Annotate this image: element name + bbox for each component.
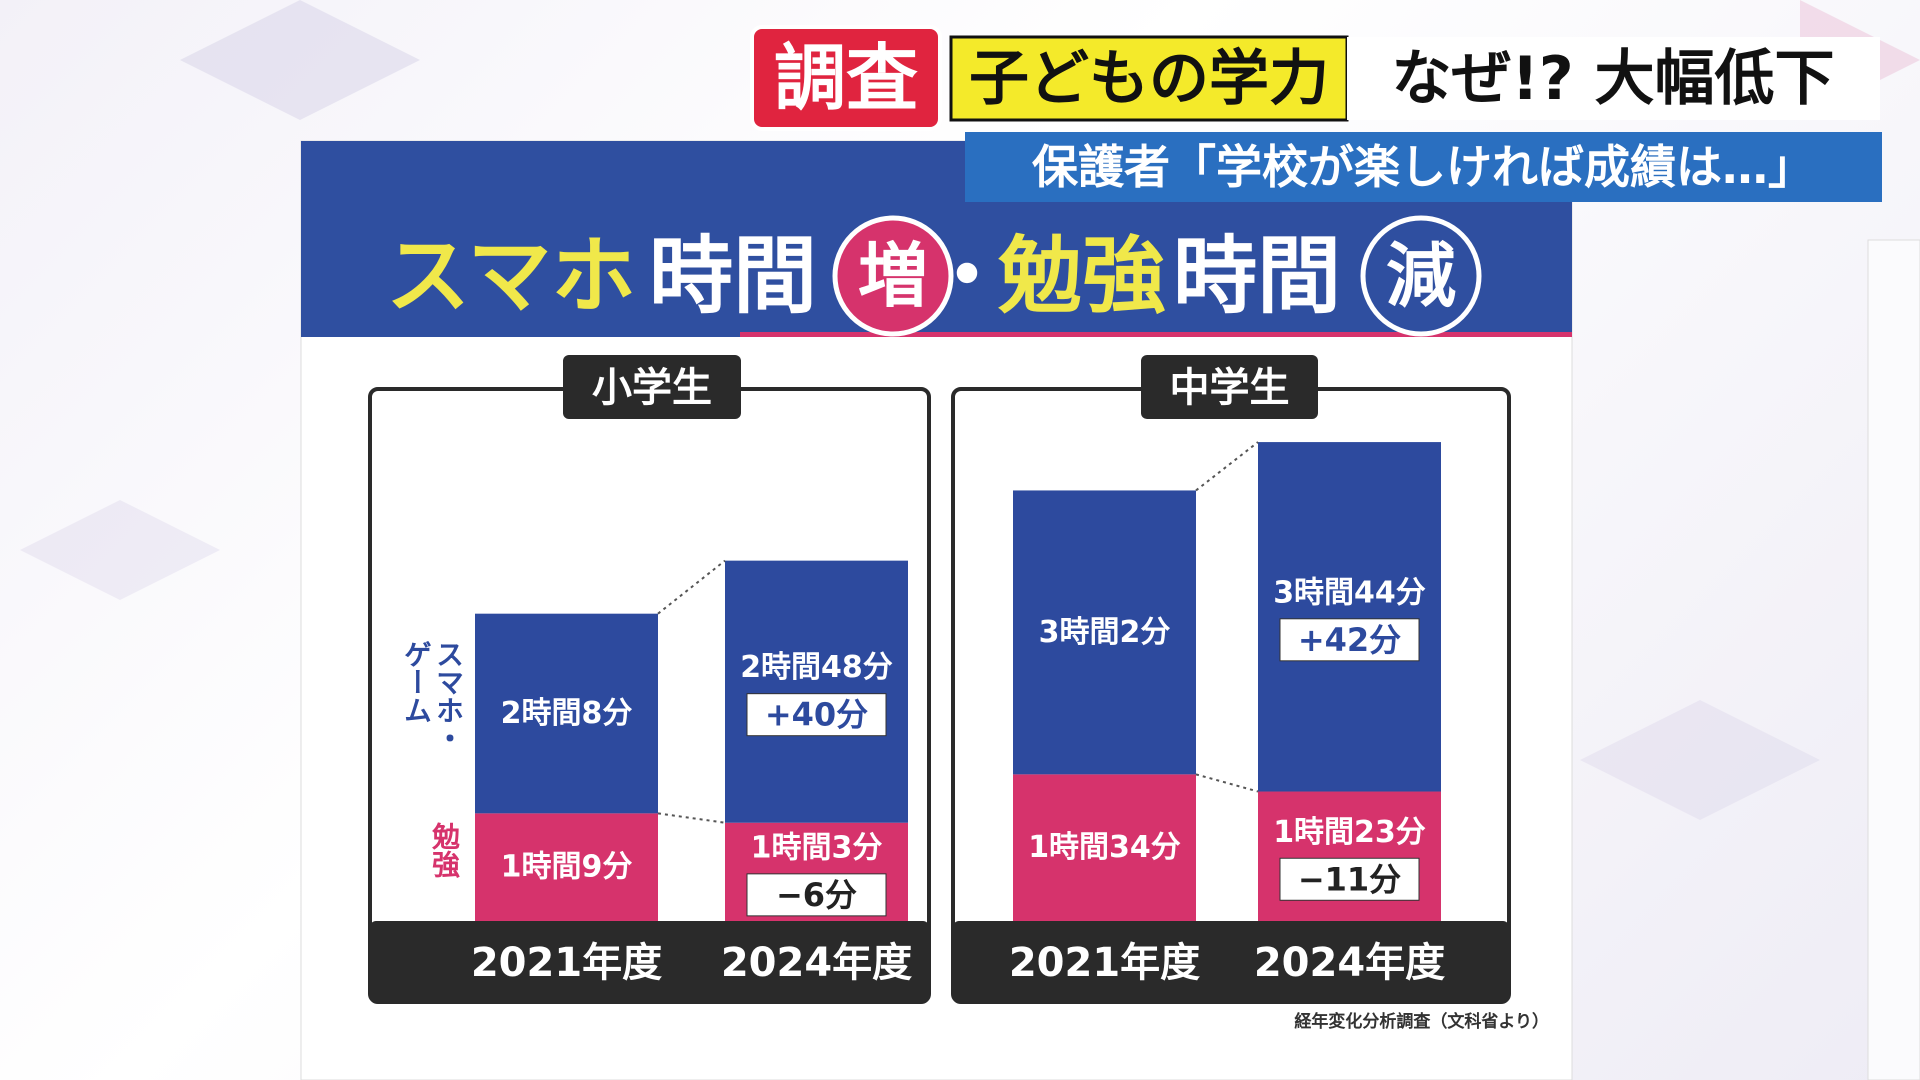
panel-label-box [563, 355, 741, 419]
change-box [1279, 857, 1420, 901]
bar-segment [475, 613, 658, 814]
headline-box [1347, 37, 1880, 120]
value-label: 3時間2分 [1039, 615, 1171, 650]
bar-segment [475, 813, 658, 921]
circle-mark [832, 215, 954, 337]
value-label: 3時間44分 [1273, 575, 1426, 610]
panel-label-box [1141, 355, 1318, 419]
value-label: 1時間34分 [1028, 830, 1181, 865]
change-label: +40分 [765, 696, 868, 734]
topic-box [949, 35, 1349, 122]
bar-segment [1013, 490, 1196, 775]
panel-label: 小学生 [592, 365, 712, 411]
value-label: 1時間23分 [1273, 815, 1426, 850]
title-part: 勉強 [998, 227, 1166, 325]
series-name: スマホ・ゲーム [400, 640, 465, 752]
headline: なぜ!? 大幅低下 [1391, 44, 1834, 114]
value-label: 2時間48分 [740, 650, 893, 685]
category-bar [953, 921, 1509, 1002]
x-tick-label: 2021年度 [471, 940, 662, 986]
change-box [746, 693, 887, 737]
panel-label: 中学生 [1170, 365, 1290, 411]
title-part: ・ [925, 227, 1009, 325]
value-label: 1時間3分 [751, 830, 883, 865]
x-tick-label: 2021年度 [1009, 940, 1200, 986]
title-part: 時間 [649, 227, 817, 325]
category-bar [370, 921, 929, 1002]
x-tick-label: 2024年度 [1254, 940, 1445, 986]
circle-mark [1360, 215, 1482, 337]
tag-box [750, 25, 942, 131]
next-board [1867, 239, 1920, 1080]
change-label: −6分 [776, 876, 857, 914]
connector [657, 559, 726, 615]
x-tick-label: 2024年度 [721, 940, 912, 986]
series-name: 勉強 [428, 822, 461, 878]
change-box [746, 873, 887, 917]
title-part: スマホ [386, 227, 635, 325]
topic: 子どもの学力 [969, 44, 1329, 114]
title-part: 減 [1386, 235, 1456, 317]
bar-segment [1258, 442, 1441, 792]
connector [657, 812, 726, 824]
connector [1195, 441, 1259, 492]
change-label: +42分 [1298, 621, 1401, 659]
subtitle: 保護者「学校が楽しければ成績は…」 [1032, 140, 1814, 194]
title-part: 増 [858, 235, 928, 317]
bar-segment [1013, 774, 1196, 921]
value-label: 2時間8分 [501, 696, 633, 731]
header-stripe [740, 332, 1572, 337]
title-part: 時間 [1173, 227, 1341, 325]
change-label: −11分 [1298, 860, 1401, 898]
tag: 調査 [774, 36, 918, 120]
source: 経年変化分析調査（文科省より） [1294, 1011, 1549, 1032]
bar-segment [1258, 791, 1441, 921]
subtitle-box [965, 132, 1882, 202]
change-box [1279, 618, 1420, 662]
value-label: 1時間9分 [501, 850, 633, 885]
bar-segment [725, 560, 908, 823]
